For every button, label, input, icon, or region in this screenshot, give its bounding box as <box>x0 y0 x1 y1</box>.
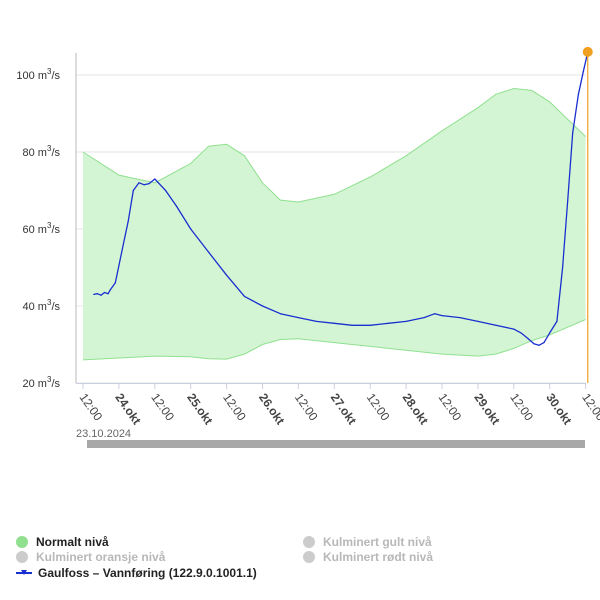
discharge-point <box>572 132 574 134</box>
discharge-point <box>351 324 353 326</box>
x-tick-label: 26.okt <box>256 391 287 427</box>
legend: Normalt nivå Kulminert gult nivå Kulminert… <box>16 533 586 583</box>
discharge-point <box>387 322 389 324</box>
x-tick-label: 28.okt <box>400 391 431 427</box>
legend-dot-icon <box>303 536 315 548</box>
discharge-point <box>103 291 106 294</box>
y-tick-label: 20 m3/s <box>23 375 61 390</box>
y-tick-label: 60 m3/s <box>23 221 61 236</box>
discharge-point <box>543 341 545 344</box>
discharge-point <box>143 184 145 186</box>
discharge-point <box>93 293 95 296</box>
legend-label: Kulminert gult nivå <box>323 535 432 549</box>
x-tick-label: 12:00 <box>148 391 177 424</box>
navigator-scrollbar[interactable] <box>87 440 585 448</box>
current-value-marker <box>582 46 593 383</box>
discharge-point <box>533 343 535 345</box>
legend-label: Kulminert oransje nivå <box>36 550 166 564</box>
legend-item[interactable]: Kulminert rødt nivå <box>303 550 433 564</box>
y-axis-ticks: 20 m3/s 40 m3/s 60 m3/s 80 m3/s 100 m3/s <box>16 67 60 390</box>
current-value-dot <box>582 46 593 57</box>
discharge-point <box>297 316 299 319</box>
legend-item[interactable]: Kulminert oransje nivå <box>16 550 165 564</box>
legend-dot-icon <box>16 551 28 563</box>
discharge-point <box>157 182 159 184</box>
discharge-point <box>549 332 551 334</box>
x-tick-label: 12:00 <box>77 391 106 424</box>
discharge-point <box>567 201 569 203</box>
legend-item[interactable]: Kulminert gult nivå <box>303 535 432 549</box>
discharge-point <box>582 70 585 72</box>
normal-band-lower <box>82 319 586 361</box>
discharge-point <box>459 316 461 319</box>
x-tick-label: 25.okt <box>184 391 215 427</box>
x-tick-label: 24.okt <box>112 391 143 427</box>
x-tick-label: 12:00 <box>364 391 393 424</box>
discharge-point <box>243 295 246 297</box>
y-tick-label: 80 m3/s <box>23 144 61 159</box>
discharge-line-layer <box>93 51 589 346</box>
discharge-point <box>154 178 156 180</box>
legend-line-icon <box>16 567 32 579</box>
discharge-point <box>121 247 124 249</box>
discharge-point <box>190 228 192 230</box>
y-tick-label: 40 m3/s <box>23 298 61 313</box>
discharge-point <box>164 189 167 192</box>
discharge-point <box>261 305 264 307</box>
legend-dot-icon <box>16 536 28 548</box>
x-tick-label: 12:00 <box>579 391 600 424</box>
discharge-point <box>148 182 150 185</box>
discharge-point <box>477 320 479 322</box>
discharge-point <box>434 313 436 315</box>
discharge-point <box>495 324 497 326</box>
discharge-point <box>175 205 177 207</box>
legend-item[interactable]: Normalt nivå <box>16 535 109 549</box>
x-tick-label: 30.okt <box>543 391 574 427</box>
discharge-point <box>138 182 140 184</box>
x-tick-label: 27.okt <box>328 391 359 427</box>
discharge-point <box>127 220 129 222</box>
x-tick-label: 12:00 <box>292 391 321 424</box>
discharge-point <box>109 289 111 291</box>
discharge-point <box>114 282 116 284</box>
discharge-point <box>369 324 371 326</box>
x-tick-label: 12:00 <box>507 391 536 424</box>
discharge-point <box>333 322 335 324</box>
legend-label: Gaulfoss – Vannføring (122.9.0.1001.1) <box>38 566 257 580</box>
discharge-point <box>132 189 134 192</box>
discharge-point <box>315 320 317 322</box>
discharge-point <box>96 293 98 295</box>
legend-item[interactable]: Gaulfoss – Vannføring (122.9.0.1001.1) <box>16 566 257 580</box>
y-tick-label: 100 m3/s <box>16 67 60 82</box>
discharge-point <box>405 320 407 322</box>
discharge-point <box>527 338 529 340</box>
discharge-point <box>107 293 109 295</box>
normal-level-band <box>82 87 586 361</box>
discharge-point <box>423 316 425 319</box>
discharge-point <box>441 315 443 317</box>
normal-band-upper <box>82 87 586 203</box>
x-axis-ticks: 12:00 24.okt 12:00 25.okt 12:00 26.okt 12:00 27… <box>77 383 600 427</box>
legend-dot-icon <box>303 551 315 563</box>
discharge-point <box>562 266 564 269</box>
discharge-point <box>577 93 580 95</box>
start-date-label: 23.10.2024 <box>76 428 131 440</box>
legend-label: Kulminert rødt nivå <box>323 550 434 564</box>
x-tick-label: 29.okt <box>471 391 502 427</box>
x-tick-label: 12:00 <box>436 391 465 424</box>
discharge-point <box>279 313 282 315</box>
discharge-point <box>520 332 522 334</box>
normal-band-area <box>83 88 586 360</box>
legend-label: Normalt nivå <box>36 535 109 549</box>
x-tick-label: 12:00 <box>220 391 249 424</box>
axes <box>75 53 586 384</box>
discharge-point <box>100 294 102 296</box>
discharge-series-line <box>93 51 589 346</box>
discharge-point <box>513 328 515 330</box>
discharge-point <box>208 251 210 253</box>
discharge-point <box>538 344 540 346</box>
discharge-point <box>556 320 558 322</box>
discharge-point <box>226 274 228 276</box>
